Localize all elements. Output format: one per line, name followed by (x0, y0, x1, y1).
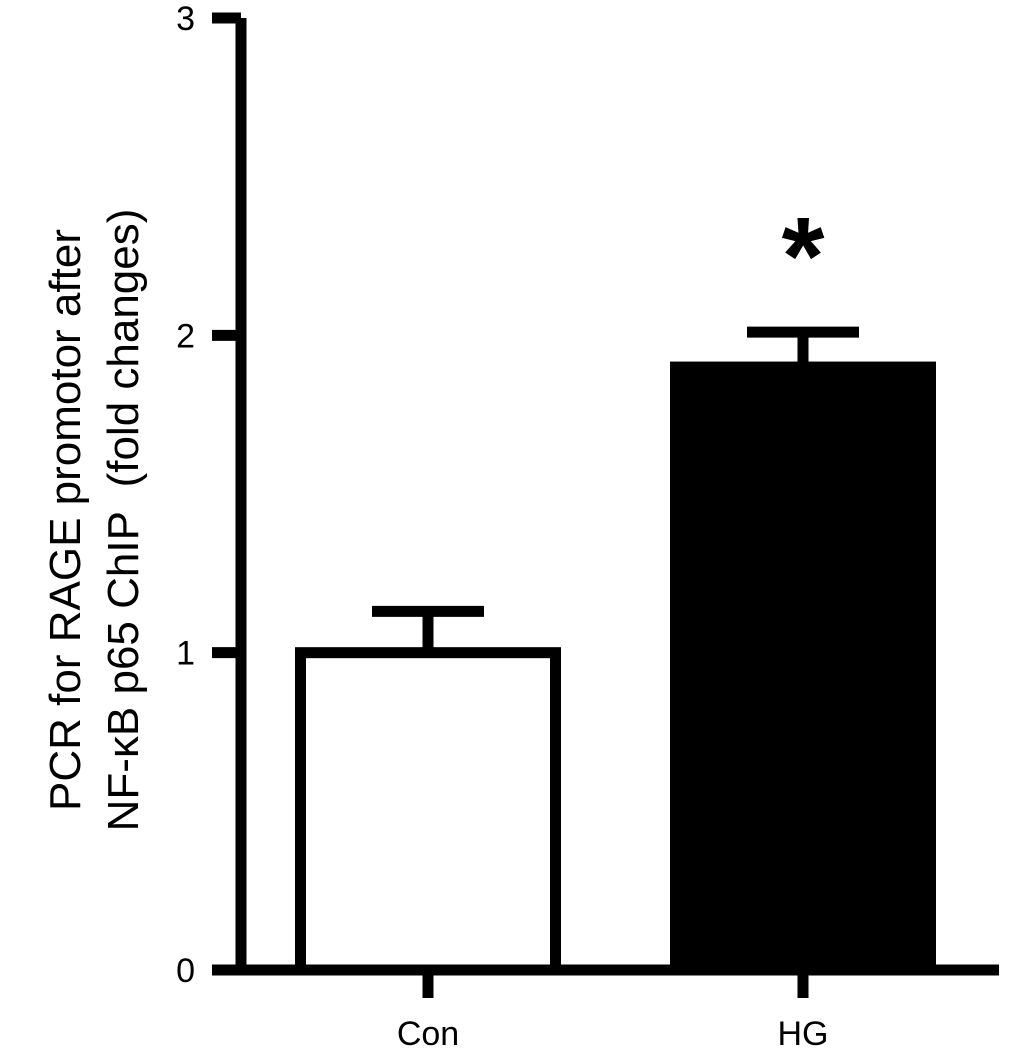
y-tick-label-3: 3 (176, 0, 195, 38)
axes-layer (212, 12, 999, 998)
bars-layer (295, 326, 936, 976)
y-axis-title-line-1: PCR for RAGE promotor after (41, 229, 90, 811)
y-tick-label-1: 1 (176, 635, 195, 673)
x-tick-label-hg: HG (778, 1015, 829, 1053)
significance-marker-hg: * (782, 195, 825, 318)
y-axis-title-line-2: NF-κB p65 ChIP (fold changes) (99, 209, 148, 832)
bar-con (295, 647, 561, 976)
y-axis-title: PCR for RAGE promotor after NF-κB p65 Ch… (41, 209, 148, 832)
bar-hg (670, 361, 936, 976)
labels-layer: Con * HG 0 1 2 3 (176, 0, 828, 1053)
y-tick-label-2: 2 (176, 317, 195, 355)
y-tick-label-0: 0 (176, 952, 195, 990)
x-tick-label-con: Con (397, 1015, 459, 1053)
